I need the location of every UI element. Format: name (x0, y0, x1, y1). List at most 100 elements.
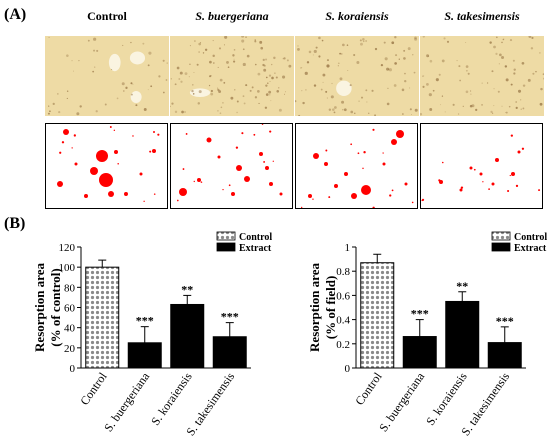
stain-speck (386, 102, 390, 106)
stain-speck (194, 40, 196, 42)
stain-speck (446, 40, 450, 43)
stain-speck (465, 65, 469, 68)
significance-marker: ** (456, 279, 468, 293)
stain-speck (233, 60, 236, 63)
bar (212, 336, 247, 369)
stain-speck (268, 90, 272, 94)
stain-speck (326, 59, 329, 62)
x-tick-label: Control (352, 369, 385, 408)
resorption-speck (59, 151, 62, 154)
stain-speck (143, 108, 147, 111)
stain-speck (197, 102, 201, 105)
stain-speck (265, 93, 269, 96)
stain-speck (502, 38, 505, 40)
stain-speck (192, 84, 194, 86)
stain-speck (518, 89, 522, 93)
resorption-speck (391, 189, 394, 192)
stain-speck (513, 68, 516, 71)
stain-speck (403, 57, 406, 60)
stain-speck (274, 72, 276, 74)
stain-speck (341, 100, 345, 104)
resorption-spot (124, 192, 128, 196)
stain-speck (282, 75, 286, 79)
stain-speck (354, 112, 356, 114)
stain-speck (493, 88, 495, 90)
stain-speck (242, 62, 246, 67)
resorption-spot (313, 153, 319, 159)
stain-speck (330, 95, 334, 99)
stain-speck (66, 54, 69, 57)
stain-speck (178, 78, 181, 80)
resorption-spot (206, 137, 212, 143)
resorption-spot (279, 192, 283, 196)
resorption-spot (334, 184, 338, 188)
stain-speck (393, 84, 397, 87)
stain-speck (326, 97, 328, 99)
stain-speck (362, 38, 365, 41)
stain-speck (254, 96, 258, 99)
stain-speck (501, 105, 503, 107)
stain-speck (242, 95, 245, 98)
resorption-speck (100, 155, 103, 158)
stain-speck (249, 89, 252, 92)
y-tick-label: 120 (59, 242, 76, 254)
stain-speck (505, 111, 508, 114)
resorption-speck (182, 168, 185, 170)
stain-speck (343, 108, 347, 112)
resorption-speck (411, 201, 414, 204)
column-title-s-koraiensis: S. koraiensis (325, 9, 389, 23)
resorption-speck (363, 151, 366, 154)
resorption-speck (507, 189, 510, 193)
stain-speck (78, 60, 80, 62)
stain-speck (224, 36, 228, 39)
stain-speck (432, 89, 435, 92)
stain-speck (522, 107, 525, 110)
bar (360, 262, 395, 369)
stain-speck (111, 69, 113, 71)
stain-speck (265, 84, 268, 87)
resorption-spot (361, 185, 371, 195)
resorption-speck (510, 134, 513, 137)
stain-speck (542, 77, 544, 80)
resorption-speck (132, 135, 134, 137)
resorption-speck (222, 189, 224, 191)
stain-speck (429, 59, 433, 63)
stain-speck (540, 87, 543, 91)
stain-speck (340, 53, 343, 55)
bar (127, 342, 162, 369)
stain-speck (198, 90, 202, 94)
resorption-speck (488, 188, 490, 190)
stain-speck (286, 59, 289, 62)
stain-speck (422, 85, 425, 88)
bar-chart-percent-of-control: 0 20 40 60 80 100 120 Resorption area(% of cont… (32, 231, 272, 438)
stain-speck (360, 42, 363, 46)
legend-label-control: Control (514, 232, 547, 243)
significance-marker: *** (411, 307, 429, 321)
stain-speck (542, 73, 544, 76)
stain-speck (304, 71, 308, 75)
stain-speck (470, 90, 472, 92)
stain-speck (260, 46, 264, 50)
stain-speck (346, 44, 349, 46)
stain-speck (189, 45, 191, 47)
resorption-spot (197, 178, 201, 182)
resorption-spot (114, 150, 118, 154)
stain-speck (312, 54, 314, 56)
resorption-speck (269, 130, 272, 133)
stain-speck (508, 105, 511, 108)
stain-speck (521, 61, 525, 65)
stain-speck (497, 90, 500, 93)
stain-speck (265, 76, 268, 79)
stain-speck (388, 68, 392, 72)
resorption-pit (189, 88, 211, 97)
stain-speck (170, 105, 171, 108)
micrograph-control (45, 36, 169, 116)
stain-speck (413, 71, 416, 74)
stain-speck (422, 75, 424, 77)
stain-speck (198, 42, 202, 46)
resorption-speck (382, 152, 384, 154)
stain-speck (374, 114, 377, 116)
stain-speck (520, 108, 522, 110)
resorption-speck (389, 194, 392, 197)
resorption-speck (149, 150, 152, 153)
